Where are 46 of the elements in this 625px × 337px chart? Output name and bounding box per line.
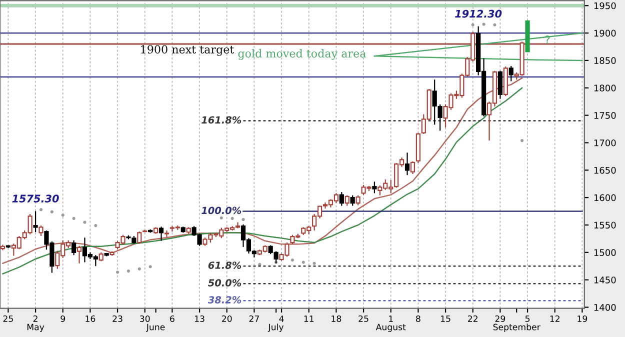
x-tick-label: 5	[525, 316, 530, 322]
x-tick-label: 22	[468, 315, 478, 322]
y-tick-label: 1600	[594, 194, 616, 202]
x-tick-label: 15	[440, 316, 450, 322]
y-tick-label: 1400	[594, 304, 616, 311]
ref-line-label: 1900 next target	[141, 45, 234, 56]
x-tick-label: 25	[358, 315, 368, 322]
x-tick-label: 1 August	[376, 316, 406, 332]
y-tick-label: 1750	[594, 112, 616, 119]
x-tick-label: 29	[495, 315, 506, 322]
series-label: 38.2%	[208, 296, 242, 304]
y-tick-label: 1950	[594, 2, 616, 10]
x-tick-label: 20	[222, 315, 232, 322]
x-tick-label: 9	[60, 315, 65, 322]
x-tick-label: 12	[550, 315, 560, 322]
x-tick-label: 13	[194, 315, 204, 322]
series-label: 100.0%	[202, 206, 242, 214]
x-tick-label: July	[268, 324, 284, 332]
y-tick-label: 1800	[594, 84, 616, 92]
x-tick-label: 8	[416, 315, 420, 322]
x-tick-label: 25	[3, 315, 13, 322]
x-tick-label: 23	[112, 315, 122, 322]
x-tick-label: 18	[332, 315, 342, 322]
y-tick-label: 1850	[594, 57, 616, 64]
y-tick-label: 1700	[594, 139, 616, 146]
y-tick-label: 1500	[594, 249, 616, 256]
series-label: 161.8%	[202, 116, 242, 124]
x-tick-label: September	[493, 324, 540, 332]
y-tick-label: 1900	[594, 30, 616, 37]
x-tick-label: June	[146, 324, 165, 332]
x-tick-label: 27	[249, 315, 259, 322]
annotation: 1912.30	[455, 10, 502, 18]
y-tick-label: 1550	[594, 222, 616, 229]
x-tick-label: 16	[86, 315, 96, 322]
y-tick-label: 1650	[594, 166, 616, 174]
x-tick-label: 19	[578, 315, 588, 322]
series-label: 61.8%	[208, 262, 242, 269]
x-tick-label: 11	[304, 316, 314, 322]
x-tick-label: 4	[279, 316, 284, 322]
series-label: gold moved today area	[238, 48, 366, 60]
y-tick-label: 1450	[594, 276, 616, 284]
x-tick-label: 6	[170, 315, 174, 322]
x-tick-label: 30	[140, 315, 150, 322]
x-tick-label: 2 May	[27, 315, 44, 332]
annotation: 1575.30	[12, 194, 59, 203]
series-label: 50.0%	[208, 279, 242, 286]
